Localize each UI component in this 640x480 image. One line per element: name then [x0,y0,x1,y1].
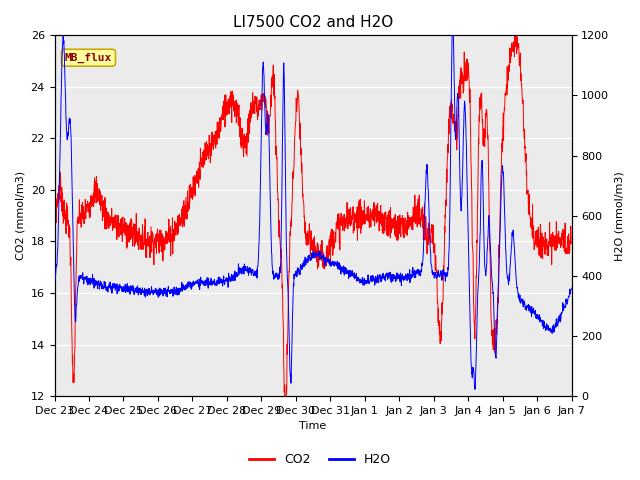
Y-axis label: CO2 (mmol/m3): CO2 (mmol/m3) [15,171,25,260]
Y-axis label: H2O (mmol/m3): H2O (mmol/m3) [615,171,625,261]
Title: LI7500 CO2 and H2O: LI7500 CO2 and H2O [233,15,393,30]
X-axis label: Time: Time [300,421,326,432]
Text: MB_flux: MB_flux [65,53,112,63]
Legend: CO2, H2O: CO2, H2O [244,448,396,471]
